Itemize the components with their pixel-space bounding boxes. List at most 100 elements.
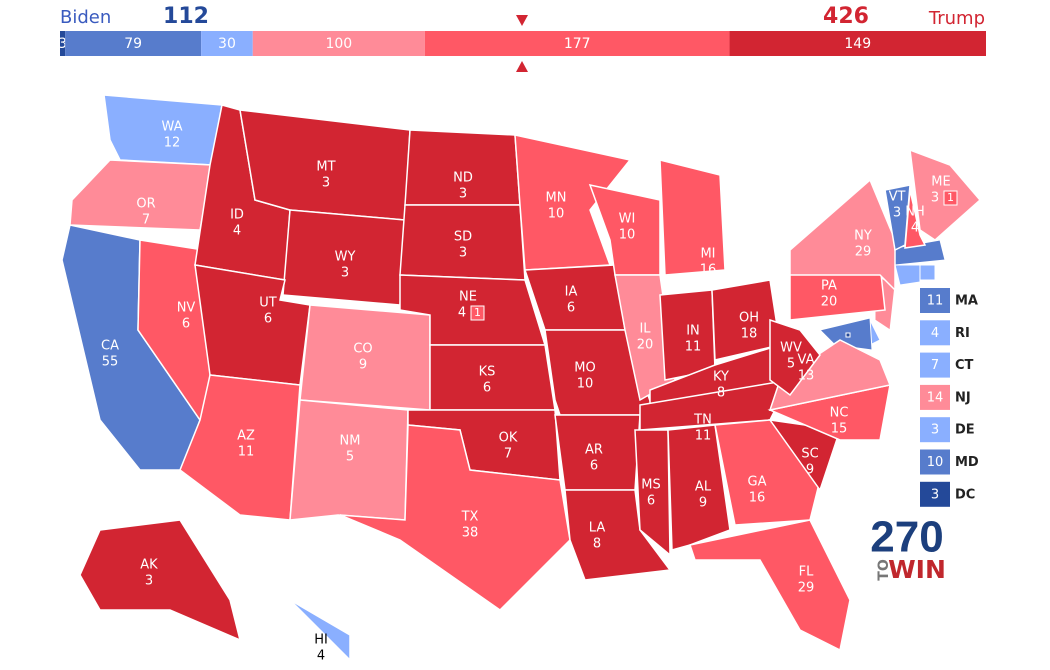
state-ev: 10 [577,377,594,392]
state-ev: 8 [593,537,601,552]
state-ev: 38 [462,526,479,541]
logo-number: 270 [870,513,943,562]
majority-marker [516,15,528,26]
state-abbr: CA [101,339,119,354]
state-shape [894,264,921,286]
legend-box [920,384,950,410]
state-abbr: ID [230,208,244,223]
state-shape [919,264,936,281]
legend-abbr: CT [955,358,974,373]
state-abbr: NC [830,406,849,421]
state-shape [564,489,672,581]
state-ev: 4 [911,221,919,236]
legend-box [920,320,950,346]
state-ev: 16 [700,263,717,278]
state-shape [659,159,726,276]
state-abbr: MI [700,247,715,262]
bar-segment [729,31,986,56]
bar-segment-label: 149 [844,36,871,52]
state-shape [714,419,821,526]
state-abbr: TN [693,413,712,428]
legend-box [920,449,950,475]
state-abbr: VA [798,353,815,368]
state-ev: 20 [637,338,654,353]
bar-segment-label: 100 [325,36,352,52]
state-abbr: AL [695,480,712,495]
state-ev: 3 [893,206,901,221]
state-ev: 29 [798,581,815,596]
legend-box [920,352,950,378]
state-ev: 55 [102,355,119,370]
state-ev: 12 [164,136,181,151]
state-ev: 13 [798,369,815,384]
state-abbr: LA [589,521,606,536]
legend-abbr: DE [955,423,975,438]
legend-ev: 3 [931,487,939,502]
legend-ev: 7 [931,358,939,373]
state-shape [179,374,301,521]
state-abbr: WA [161,120,182,135]
legend-ev: 11 [927,294,944,309]
state-ev: 8 [717,386,725,401]
state-ev: 15 [831,422,848,437]
state-ev: 9 [359,358,367,373]
state-abbr: WY [335,250,356,265]
state-ev: 9 [699,496,707,511]
bar-segment [65,31,202,56]
state-abbr: TX [461,510,479,525]
state-abbr: ME [931,175,950,190]
bar-segment-label: 3 [58,36,67,52]
bar-segment [60,31,66,56]
state-ev: 10 [548,207,565,222]
bar-segment-label: 79 [124,36,142,52]
state-abbr: MO [574,361,595,376]
legend-abbr: NJ [955,390,971,405]
tally-bar: 3 79 30 100 177 149 [58,31,986,56]
state-shape [769,318,821,397]
legend-ev: 10 [927,455,944,470]
bar-segment-label: 30 [218,36,236,52]
state-abbr: AR [585,443,603,458]
legend-abbr: DC [955,487,975,502]
legend-abbr: MA [955,294,978,309]
state-shape [689,519,851,652]
legend-ev: 3 [931,423,939,438]
state-abbr: HI [314,633,328,648]
state-ev: 6 [590,459,598,474]
state-abbr: IA [565,285,578,300]
state-ev: 7 [142,213,150,228]
state-ev: 6 [264,312,272,327]
district-box [943,190,958,206]
left-total: 112 [163,4,209,29]
state-ev: 11 [685,340,702,355]
state-ev: 3 [459,246,467,261]
bar-segment [252,31,425,56]
state-ev: 16 [749,491,766,506]
legend-ev: 14 [927,390,944,405]
state-abbr: WI [619,212,636,227]
right-candidate: Trump [928,8,985,29]
state-ev: 11 [695,429,712,444]
state-ev: 3 [459,187,467,202]
state-abbr: MT [316,160,335,175]
legend-ev: 4 [931,326,939,341]
small-state-legend: 11 MA 4 RI 7 CT 14 NJ 3 DE 10 MD 3 DC [920,288,979,507]
district-box [470,305,485,321]
state-abbr: MN [546,191,567,206]
state-shape [289,599,351,662]
bar-segment [201,31,253,56]
state-ev: 10 [619,228,636,243]
state-shape [789,178,896,292]
legend-abbr: RI [955,326,970,341]
state-ev: 6 [567,301,575,316]
state-abbr: KY [713,370,729,385]
state-abbr: MS [641,478,660,493]
state-ev: 4 [458,306,466,321]
state-ev: 18 [741,327,758,342]
state-shape [845,332,851,338]
state-ev: 29 [855,245,872,260]
legend-box [920,288,950,313]
state-abbr: VT [889,190,906,205]
state-abbr: OH [739,311,759,326]
